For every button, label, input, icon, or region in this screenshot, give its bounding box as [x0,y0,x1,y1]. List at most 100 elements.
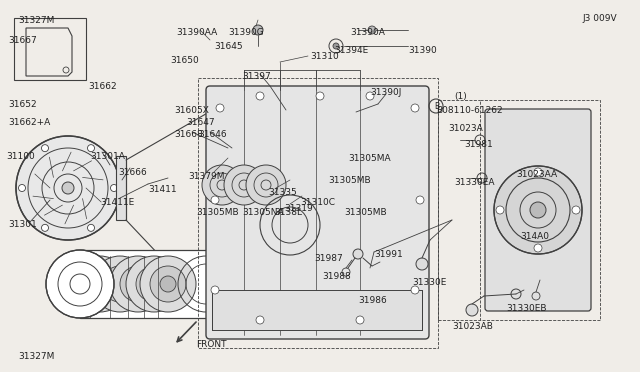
Circle shape [218,252,282,316]
Text: 31327M: 31327M [18,16,54,25]
Circle shape [416,258,428,270]
Circle shape [92,276,108,292]
Circle shape [92,256,148,312]
Circle shape [146,276,162,292]
Circle shape [356,316,364,324]
Circle shape [150,266,186,302]
Text: 31390AA: 31390AA [176,28,217,37]
Circle shape [46,250,114,318]
Circle shape [494,166,582,254]
Circle shape [16,136,120,240]
Text: 31411E: 31411E [100,198,134,207]
Text: 314A0: 314A0 [520,232,549,241]
Text: (1): (1) [454,92,467,101]
Circle shape [530,202,546,218]
Circle shape [88,224,95,231]
Text: 31100: 31100 [6,152,35,161]
Text: 31668: 31668 [174,130,203,139]
Circle shape [416,196,424,204]
Text: 31652: 31652 [8,100,36,109]
Text: 31379M: 31379M [188,172,225,181]
Text: 31301: 31301 [8,220,36,229]
Circle shape [102,266,138,302]
Circle shape [224,165,264,205]
Text: 31667: 31667 [8,36,36,45]
Circle shape [496,206,504,214]
Circle shape [160,276,176,292]
Circle shape [353,249,363,259]
Text: 31305MB: 31305MB [328,176,371,185]
Circle shape [216,104,224,112]
Circle shape [368,26,376,34]
Text: 31319: 31319 [284,204,313,213]
Circle shape [110,256,166,312]
Bar [212,290,422,330]
Circle shape [120,266,156,302]
Circle shape [112,276,128,292]
Text: 31390: 31390 [408,46,436,55]
Ellipse shape [235,180,345,270]
Circle shape [111,185,118,192]
Text: 31394E: 31394E [334,46,368,55]
Text: 31411: 31411 [148,185,177,194]
FancyBboxPatch shape [485,109,591,311]
Text: 31650: 31650 [170,56,199,65]
FancyBboxPatch shape [206,86,429,339]
Text: 31662+A: 31662+A [8,118,51,127]
Text: 31023AA: 31023AA [516,170,557,179]
Circle shape [333,43,339,49]
Text: FRONT: FRONT [196,340,227,349]
Text: 31335: 31335 [268,188,297,197]
Circle shape [72,256,128,312]
Circle shape [211,286,219,294]
Circle shape [253,25,263,35]
Text: B08110-61262: B08110-61262 [436,106,502,115]
Circle shape [572,206,580,214]
Circle shape [42,145,49,152]
Text: 31987: 31987 [314,254,343,263]
Text: 3138L: 3138L [274,208,302,217]
Text: 31646: 31646 [198,130,227,139]
Circle shape [466,304,478,316]
Circle shape [136,266,172,302]
Text: 31666: 31666 [118,168,147,177]
Circle shape [246,165,286,205]
Text: 31662: 31662 [88,82,116,91]
Text: 31330EA: 31330EA [454,178,495,187]
Text: 31305MA: 31305MA [348,154,390,163]
Text: 31991: 31991 [374,250,403,259]
Text: 31023A: 31023A [448,124,483,133]
Circle shape [130,276,146,292]
Circle shape [411,104,419,112]
Bar [198,78,438,348]
Circle shape [366,92,374,100]
Text: 31330EB: 31330EB [506,304,547,313]
Bar [116,156,126,220]
Text: 31988: 31988 [322,272,351,281]
Text: 31301A: 31301A [90,152,125,161]
Text: 31305MB: 31305MB [344,208,387,217]
Circle shape [256,92,264,100]
Circle shape [88,145,95,152]
Text: 31330E: 31330E [412,278,446,287]
Circle shape [62,182,74,194]
Circle shape [411,286,419,294]
Circle shape [140,256,196,312]
Bar [80,250,250,318]
Text: 31986: 31986 [358,296,387,305]
Circle shape [202,165,242,205]
Text: 31390A: 31390A [350,28,385,37]
Circle shape [534,168,542,176]
Text: 31397: 31397 [242,72,271,81]
Circle shape [82,266,118,302]
Bar [14,18,86,80]
Text: 31390J: 31390J [370,88,401,97]
Bar [480,100,600,320]
Circle shape [316,92,324,100]
Text: 31305NA: 31305NA [242,208,284,217]
Circle shape [126,256,182,312]
Text: 31310: 31310 [310,51,339,61]
Text: 31390G: 31390G [228,28,264,37]
Text: B: B [435,102,440,110]
Text: 31327M: 31327M [18,352,54,361]
